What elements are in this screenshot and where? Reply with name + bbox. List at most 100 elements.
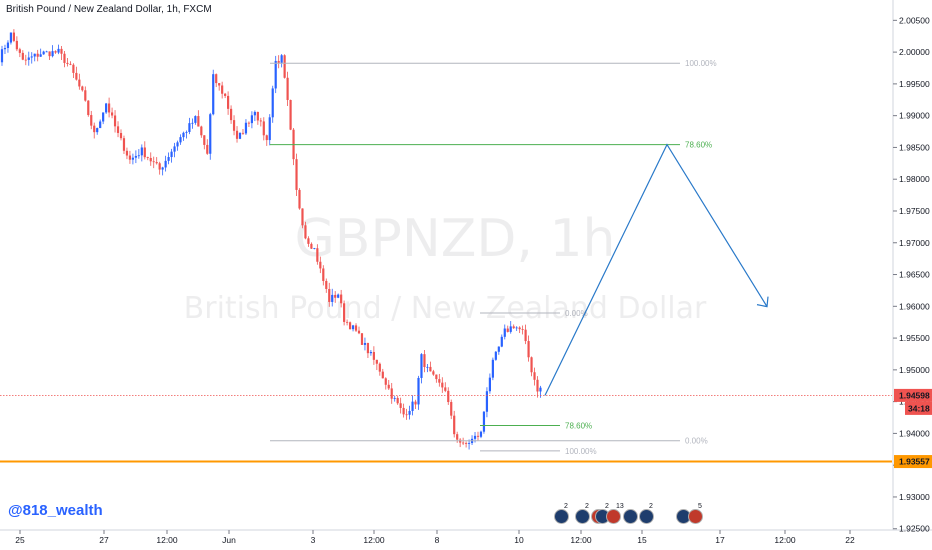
candle: [197, 110, 200, 127]
last-price-tag: 1.94598: [899, 390, 930, 400]
fib-small-level-label: 100.00%: [565, 447, 597, 456]
candle: [441, 377, 444, 393]
time-axis-bg: [0, 530, 932, 550]
candle: [90, 110, 93, 130]
economic-event-badge[interactable]: [606, 509, 621, 524]
candle: [488, 373, 491, 394]
candle: [366, 342, 370, 359]
candle-body: [131, 157, 134, 160]
candle-body: [250, 115, 253, 124]
candle: [363, 337, 367, 351]
candle: [500, 334, 503, 348]
candle-body: [432, 371, 435, 375]
candle: [247, 121, 251, 128]
x-tick-label: 12:00: [774, 535, 796, 545]
candle-body: [479, 431, 483, 437]
candle-body: [54, 51, 57, 53]
forecast-arrowhead: [756, 296, 769, 308]
fib-big-level-label: 78.60%: [685, 141, 712, 150]
candle: [128, 150, 132, 164]
candle: [224, 92, 227, 99]
candle-body: [277, 60, 280, 63]
candle: [113, 110, 117, 133]
candle: [78, 73, 81, 90]
candle-body: [515, 327, 518, 329]
candle: [450, 399, 453, 420]
candle-body: [113, 115, 117, 127]
y-tick-label: 1.99500: [899, 79, 930, 89]
candle: [235, 126, 239, 143]
candle: [69, 61, 72, 66]
candle: [241, 129, 245, 135]
candle: [387, 379, 390, 391]
candle-body: [235, 130, 239, 139]
candle-body: [72, 64, 75, 73]
candle-body: [456, 434, 459, 440]
y-tick-label: 1.98500: [899, 142, 930, 152]
candle: [491, 357, 494, 381]
candle-body: [509, 326, 512, 332]
candle: [238, 132, 242, 140]
watermark-name: British Pound / New Zealand Dollar: [184, 291, 707, 326]
candle-body: [390, 388, 393, 399]
candle-body: [313, 248, 316, 250]
event-count: 2: [605, 503, 609, 510]
event-count: 2: [649, 503, 653, 510]
candle-body: [325, 280, 328, 289]
candle-body: [69, 63, 72, 65]
candle: [539, 385, 542, 398]
candle-body: [206, 144, 209, 154]
candle: [259, 117, 262, 127]
candle: [322, 265, 325, 286]
candle: [509, 321, 512, 334]
y-tick-label: 2.00500: [899, 15, 930, 25]
candle: [423, 349, 426, 373]
candle: [280, 54, 283, 68]
y-tick-label: 1.93000: [899, 492, 930, 502]
candle-body: [399, 403, 402, 408]
x-tick-label: 27: [99, 535, 109, 545]
candle-body: [521, 329, 524, 330]
candle: [182, 131, 185, 141]
economic-event-badge[interactable]: [554, 509, 569, 524]
candle-body: [102, 112, 105, 122]
candle-body: [337, 294, 340, 298]
candle-body: [66, 62, 69, 64]
candle-body: [366, 342, 370, 354]
economic-event-badge[interactable]: [575, 509, 590, 524]
candle: [417, 375, 420, 410]
candle-body: [232, 120, 236, 131]
candle: [18, 47, 21, 58]
candle: [375, 359, 378, 371]
y-tick-label: 2.00000: [899, 47, 930, 57]
candle: [304, 221, 307, 240]
candle-body: [506, 328, 509, 332]
candle-body: [360, 333, 364, 345]
x-tick-label: 12:00: [570, 535, 592, 545]
candle-body: [283, 55, 286, 78]
candle: [164, 155, 167, 172]
candle: [316, 244, 319, 265]
drawings[interactable]: 100.00% 78.60% 0.00% 0.00% 78.60% 100.00%: [0, 59, 892, 463]
candle: [3, 44, 7, 55]
economic-event-badge[interactable]: [623, 509, 638, 524]
candle-body: [203, 135, 206, 145]
economic-event-badge[interactable]: [688, 509, 703, 524]
candle: [265, 134, 268, 146]
candle-body: [346, 321, 349, 323]
candle: [33, 53, 36, 62]
candle: [250, 111, 253, 129]
candle-body: [143, 147, 146, 158]
x-tick-label: 8: [435, 535, 440, 545]
candle-body: [12, 32, 15, 41]
candle: [96, 127, 99, 135]
economic-event-badge[interactable]: [639, 509, 654, 524]
candle: [63, 51, 66, 68]
candle-body: [375, 359, 378, 364]
candle-body: [221, 85, 224, 94]
event-count: 5: [698, 503, 702, 510]
candle: [179, 134, 182, 145]
candle-body: [167, 157, 170, 161]
candle-body: [0, 49, 4, 63]
